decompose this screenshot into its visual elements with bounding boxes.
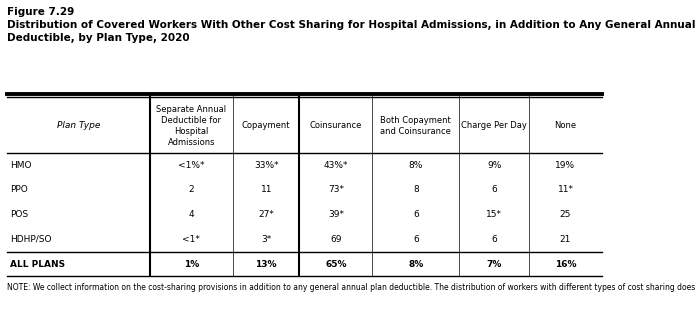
Text: ALL PLANS: ALL PLANS	[10, 260, 65, 268]
Text: 6: 6	[413, 235, 419, 244]
Text: Both Copayment
and Coinsurance: Both Copayment and Coinsurance	[381, 116, 451, 136]
Text: 8%: 8%	[409, 260, 423, 268]
Text: None: None	[555, 121, 576, 130]
Text: 3*: 3*	[261, 235, 271, 244]
Text: 8: 8	[413, 186, 419, 194]
Text: 15*: 15*	[487, 210, 502, 219]
Text: 11: 11	[260, 186, 272, 194]
Text: 65%: 65%	[325, 260, 347, 268]
Text: Distribution of Covered Workers With Other Cost Sharing for Hospital Admissions,: Distribution of Covered Workers With Oth…	[7, 20, 695, 43]
Text: Figure 7.29: Figure 7.29	[7, 7, 74, 17]
Text: 7%: 7%	[487, 260, 502, 268]
Text: 11*: 11*	[557, 186, 574, 194]
Text: 21: 21	[560, 235, 571, 244]
Text: 13%: 13%	[255, 260, 277, 268]
Text: 6: 6	[413, 210, 419, 219]
Text: 43%*: 43%*	[324, 161, 348, 170]
Text: 25: 25	[560, 210, 571, 219]
Text: 73*: 73*	[328, 186, 344, 194]
Text: Copayment: Copayment	[242, 121, 290, 130]
Text: Separate Annual
Deductible for
Hospital
Admissions: Separate Annual Deductible for Hospital …	[157, 105, 226, 147]
Text: NOTE: We collect information on the cost-sharing provisions in addition to any g: NOTE: We collect information on the cost…	[7, 283, 696, 292]
Text: Plan Type: Plan Type	[56, 121, 100, 130]
Text: 2: 2	[189, 186, 194, 194]
Text: PPO: PPO	[10, 186, 29, 194]
Text: HDHP/SO: HDHP/SO	[10, 235, 52, 244]
Text: Coinsurance: Coinsurance	[310, 121, 362, 130]
Text: 19%: 19%	[555, 161, 576, 170]
Text: POS: POS	[10, 210, 29, 219]
Text: 39*: 39*	[328, 210, 344, 219]
Text: 69: 69	[330, 235, 342, 244]
Text: 1%: 1%	[184, 260, 199, 268]
Text: 8%: 8%	[409, 161, 423, 170]
Text: 9%: 9%	[487, 161, 501, 170]
Text: 6: 6	[491, 235, 497, 244]
Text: 16%: 16%	[555, 260, 576, 268]
Text: HMO: HMO	[10, 161, 32, 170]
Text: 27*: 27*	[258, 210, 274, 219]
Text: 33%*: 33%*	[254, 161, 278, 170]
Text: <1*: <1*	[182, 235, 200, 244]
Text: 4: 4	[189, 210, 194, 219]
Text: <1%*: <1%*	[178, 161, 205, 170]
Text: Charge Per Day: Charge Per Day	[461, 121, 527, 130]
Text: 6: 6	[491, 186, 497, 194]
